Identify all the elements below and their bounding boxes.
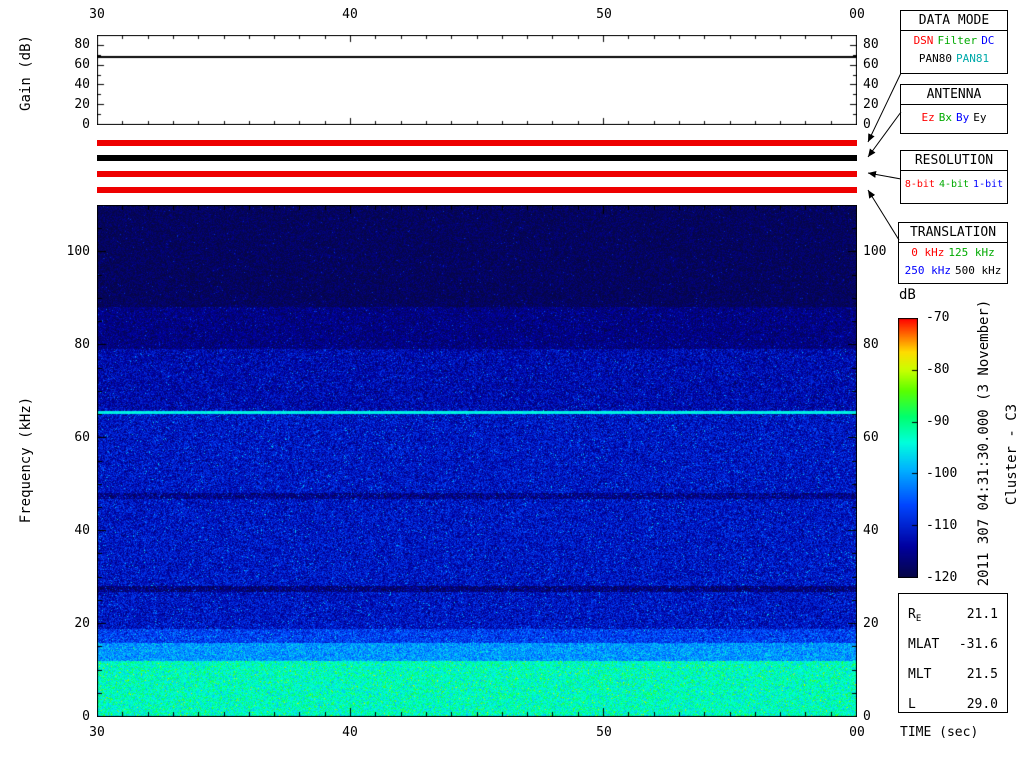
colorbar-tick-label: -120 [926, 570, 958, 585]
translation-row: 250 kHz 500 kHz [899, 263, 1007, 279]
gain-tick-label: 0 [82, 117, 90, 132]
freq-tick-label: 40 [74, 523, 90, 538]
gain-tick-label: 60 [74, 57, 90, 72]
freq-tick-label: 20 [863, 616, 879, 631]
ephemeris-value: 29.0 [966, 697, 998, 712]
data-mode-box: DATA MODE DSN Filter DC PAN80 PAN81 [900, 10, 1008, 74]
ephemeris-box: RE 21.1 MLAT -31.6 MLT 21.5 L 29.0 [898, 593, 1008, 713]
translation-500khz: 500 kHz [955, 264, 1002, 277]
colorbar-tick-label: -100 [926, 466, 958, 481]
data-mode-row: DSN Filter DC [901, 33, 1007, 49]
freq-tick-label: 40 [863, 523, 879, 538]
translation-title: TRANSLATION [899, 223, 1007, 243]
freq-tick-label: 100 [863, 244, 887, 259]
ephemeris-label: MLAT [908, 637, 940, 652]
frequency-axis-label: Frequency (kHz) [18, 396, 34, 524]
gain-tick-label: 80 [863, 37, 879, 52]
status-bar-data-mode [97, 140, 857, 146]
colorbar-tick-label: -90 [926, 414, 950, 429]
translation-box: TRANSLATION 0 kHz 125 kHz 250 kHz 500 kHz [898, 222, 1008, 284]
top-axis-tick-label: 40 [342, 7, 358, 22]
data-mode-row: PAN80 PAN81 [901, 51, 1007, 67]
ephemeris-row: RE 21.1 [908, 602, 998, 632]
resolution-row: 8-bit 4-bit 1-bit [901, 177, 1007, 193]
freq-tick-label: 60 [863, 430, 879, 445]
antenna-row: Ez Bx By Ey [901, 110, 1007, 126]
resolution-4bit: 4-bit [938, 179, 970, 190]
translation-row: 0 kHz 125 kHz [899, 245, 1007, 261]
antenna-ey: Ey [973, 111, 987, 124]
translation-250khz: 250 kHz [904, 264, 951, 277]
gain-tick-label: 20 [863, 97, 879, 112]
gain-plot-canvas [97, 35, 857, 125]
data-mode-dsn: DSN [913, 34, 934, 47]
gain-tick-label: 80 [74, 37, 90, 52]
freq-tick-label: 20 [74, 616, 90, 631]
top-axis-tick-label: 50 [596, 7, 612, 22]
resolution-box: RESOLUTION 8-bit 4-bit 1-bit [900, 150, 1008, 204]
antenna-by: By [956, 111, 970, 124]
status-bar-resolution [97, 171, 857, 177]
data-mode-pan81: PAN81 [956, 52, 990, 65]
data-mode-pan80: PAN80 [918, 52, 952, 65]
resolution-8bit: 8-bit [904, 179, 935, 190]
ephemeris-row: L 29.0 [908, 692, 998, 722]
freq-tick-label: 0 [82, 709, 90, 724]
gain-tick-label: 60 [863, 57, 879, 72]
freq-tick-label: 80 [863, 337, 879, 352]
resolution-1bit: 1-bit [973, 179, 1004, 190]
resolution-title: RESOLUTION [901, 151, 1007, 171]
data-mode-filter: Filter [937, 34, 978, 47]
freq-tick-label: 60 [74, 430, 90, 445]
colorbar-canvas [898, 318, 918, 578]
freq-tick-label: 0 [863, 709, 871, 724]
colorbar-unit-label: dB [899, 287, 916, 303]
ephemeris-value: -31.6 [958, 637, 998, 652]
gain-tick-label: 40 [863, 77, 879, 92]
antenna-box: ANTENNA Ez Bx By Ey [900, 84, 1008, 134]
time-tick-label: 50 [596, 725, 612, 740]
ephemeris-label: MLT [908, 667, 932, 682]
colorbar-tick-label: -110 [926, 518, 958, 533]
ephemeris-label: L [908, 697, 916, 712]
ephemeris-value: 21.5 [966, 667, 998, 682]
time-tick-label: 00 [849, 725, 865, 740]
status-bar-translation [97, 187, 857, 193]
gain-axis-label: Gain (dB) [18, 35, 34, 111]
spacecraft-label: Cluster - C3 [1004, 403, 1020, 506]
translation-125khz: 125 kHz [948, 246, 995, 259]
antenna-title: ANTENNA [901, 85, 1007, 105]
translation-0khz: 0 kHz [911, 246, 945, 259]
colorbar-tick-label: -70 [926, 310, 950, 325]
ephemeris-label: RE [908, 607, 922, 624]
gain-tick-label: 20 [74, 97, 90, 112]
gain-tick-label: 40 [74, 77, 90, 92]
ephemeris-row: MLAT -31.6 [908, 632, 998, 662]
ephemeris-row: MLT 21.5 [908, 662, 998, 692]
antenna-bx: Bx [938, 111, 952, 124]
ephemeris-value: 21.1 [966, 607, 998, 622]
colorbar-tick-label: -80 [926, 362, 950, 377]
top-axis-tick-label: 30 [89, 7, 105, 22]
top-axis-tick-label: 00 [849, 7, 865, 22]
gain-tick-label: 0 [863, 117, 871, 132]
freq-tick-label: 80 [74, 337, 90, 352]
time-tick-label: 40 [342, 725, 358, 740]
antenna-ez: Ez [921, 111, 935, 124]
datetime-label: 2011 307 04:31:30.000 (3 November) [976, 299, 992, 587]
freq-tick-label: 100 [66, 244, 90, 259]
time-axis-label: TIME (sec) [900, 725, 979, 740]
status-bar-antenna [97, 155, 857, 161]
data-mode-title: DATA MODE [901, 11, 1007, 31]
data-mode-dc: DC [981, 34, 995, 47]
time-tick-label: 30 [89, 725, 105, 740]
spectrogram-canvas [97, 205, 857, 717]
